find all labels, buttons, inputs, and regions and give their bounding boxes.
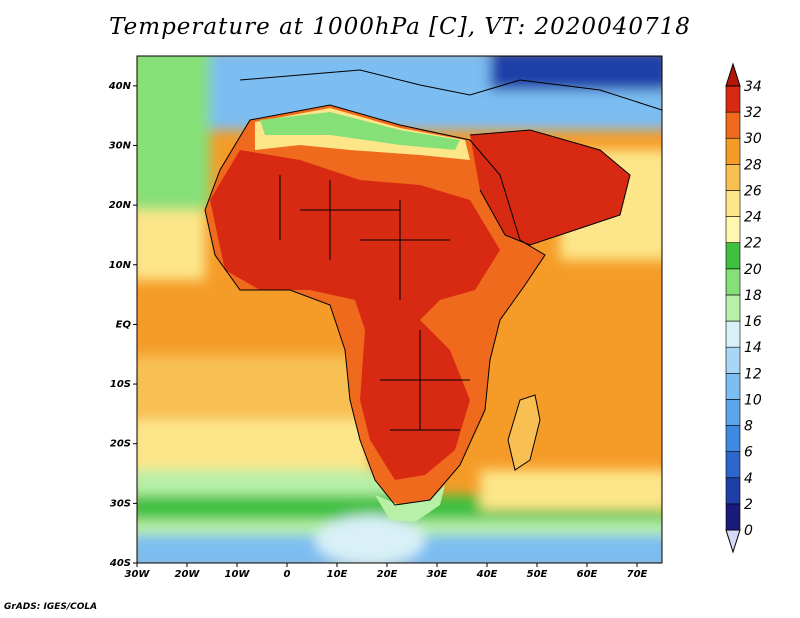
temperature-field bbox=[137, 56, 662, 563]
lon-tick-label: 10E bbox=[327, 569, 348, 580]
colorbar-segment bbox=[725, 111, 741, 139]
colorbar-segment bbox=[725, 242, 741, 270]
colorbar-level-label: 14 bbox=[744, 340, 762, 356]
colorbar-segment bbox=[725, 372, 741, 400]
colorbar-segment bbox=[725, 451, 741, 479]
southern-tip bbox=[375, 485, 445, 522]
lon-tick-label: 20W bbox=[175, 569, 201, 580]
lat-tick-label: 40S bbox=[109, 558, 131, 569]
colorbar-segment bbox=[725, 399, 741, 426]
colorbar-segment bbox=[725, 164, 741, 191]
colorbar-level-label: 2 bbox=[744, 497, 753, 513]
plot-frame bbox=[136, 55, 663, 564]
africa-hottest-region bbox=[210, 150, 500, 480]
colorbar-level-label: 0 bbox=[744, 523, 753, 539]
colorbar-level-label: 32 bbox=[744, 105, 762, 121]
lat-tick-label: EQ bbox=[116, 319, 132, 330]
axis-ticks: 30W 20W 10W 0 10E 20E 30E 40E 50E 60E 70E 40N 30N 20N… bbox=[108, 81, 648, 580]
lon-tick-label: 10W bbox=[225, 569, 251, 580]
colorbar-under-triangle bbox=[725, 529, 741, 554]
colorbar-segment bbox=[725, 294, 741, 322]
colorbar-segment bbox=[725, 503, 741, 531]
colorbar-segment bbox=[725, 320, 741, 348]
lat-tick-label: 10N bbox=[109, 260, 132, 271]
colorbar-segment bbox=[725, 190, 741, 217]
colorbar-level-label: 4 bbox=[744, 471, 753, 487]
colorbar-segment bbox=[725, 268, 741, 296]
colorbar-level-label: 20 bbox=[744, 262, 762, 278]
grads-credit: GrADS: IGES/COLA bbox=[4, 602, 98, 612]
colorbar-level-label: 10 bbox=[744, 392, 762, 408]
colorbar-segment bbox=[725, 425, 741, 452]
lon-tick-label: 60E bbox=[577, 569, 598, 580]
colorbar-level-label: 12 bbox=[744, 366, 762, 382]
lon-tick-label: 0 bbox=[284, 569, 291, 580]
colorbar-segment bbox=[725, 477, 741, 505]
colorbar-level-label: 28 bbox=[744, 157, 762, 173]
lat-tick-label: 10S bbox=[110, 379, 131, 390]
colorbar-over-triangle bbox=[725, 62, 741, 87]
lon-tick-label: 20E bbox=[377, 569, 398, 580]
colorbar-level-label: 8 bbox=[744, 419, 753, 435]
lat-tick-label: 40N bbox=[108, 81, 132, 92]
coastlines bbox=[204, 69, 662, 506]
colorbar-level-label: 22 bbox=[744, 236, 762, 252]
map-title: Temperature at 1000hPa [C], VT: 20200407… bbox=[109, 14, 691, 40]
colorbar-segment bbox=[725, 346, 741, 374]
lon-tick-label: 40E bbox=[476, 569, 498, 580]
lon-tick-label: 30W bbox=[125, 569, 151, 580]
colorbar-level-label: 16 bbox=[744, 314, 762, 330]
lat-tick-label: 30N bbox=[109, 140, 132, 151]
colorbar-segment bbox=[725, 137, 741, 165]
lat-tick-label: 20S bbox=[110, 439, 131, 450]
lon-tick-label: 30E bbox=[427, 569, 448, 580]
lat-tick-label: 30S bbox=[110, 498, 131, 509]
colorbar-level-label: 34 bbox=[744, 79, 762, 95]
colorbar-segment bbox=[725, 85, 741, 113]
lon-tick-label: 50E bbox=[527, 569, 548, 580]
colorbar-level-label: 26 bbox=[744, 183, 762, 199]
arabia-region bbox=[470, 130, 630, 245]
colorbar-level-label: 18 bbox=[744, 288, 762, 304]
colorbar-level-label: 6 bbox=[744, 445, 753, 461]
lon-tick-label: 70E bbox=[627, 569, 648, 580]
colorbar-segment bbox=[725, 216, 741, 244]
lat-tick-label: 20N bbox=[109, 200, 132, 211]
colorbar-level-label: 24 bbox=[744, 210, 762, 226]
colorbar-level-label: 30 bbox=[744, 131, 762, 147]
mediterranean-coast bbox=[260, 112, 460, 150]
